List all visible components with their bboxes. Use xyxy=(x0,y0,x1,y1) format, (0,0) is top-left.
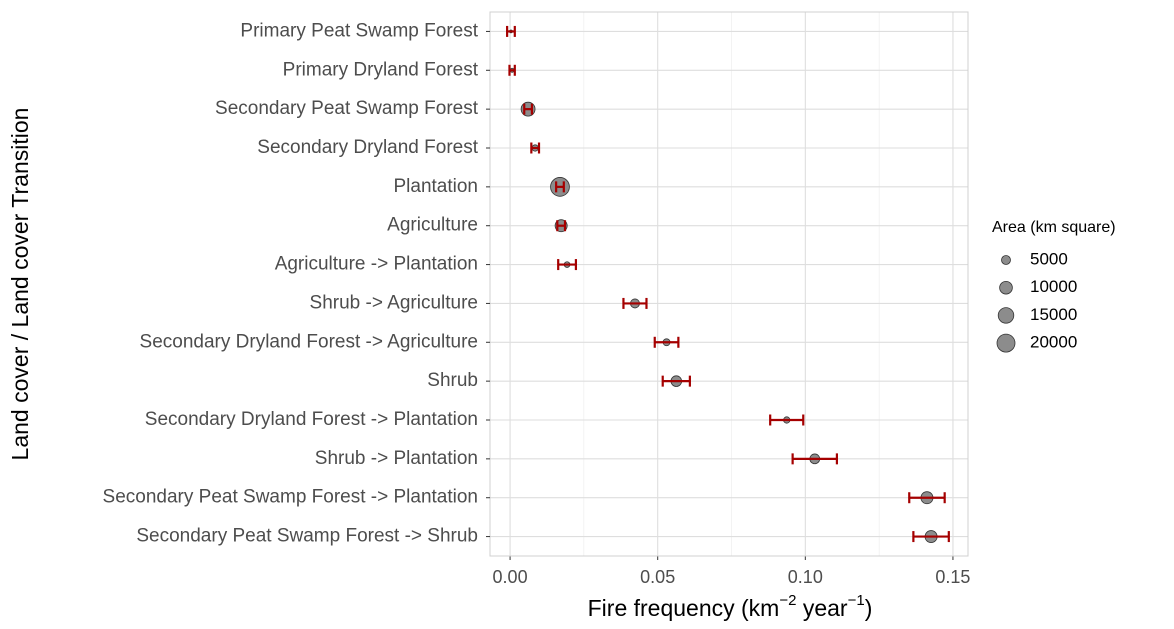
x-axis-label-part: Fire frequency (km xyxy=(588,595,780,621)
y-tick-label: Plantation xyxy=(393,176,478,197)
error-bar xyxy=(622,297,648,309)
y-tick-label: Shrub -> Plantation xyxy=(315,448,478,469)
error-bar xyxy=(530,142,541,154)
error-bar xyxy=(557,259,578,271)
legend-point xyxy=(996,333,1016,353)
y-tick-label: Secondary Peat Swamp Forest -> Shrub xyxy=(136,526,478,547)
x-tick-label: 0.00 xyxy=(493,567,528,587)
y-tick-label: Agriculture xyxy=(387,215,478,236)
legend-label: 15000 xyxy=(1030,305,1077,324)
legend-label: 10000 xyxy=(1030,277,1077,296)
error-bar xyxy=(523,103,534,115)
error-bar xyxy=(653,336,680,348)
error-bar xyxy=(908,492,946,504)
error-bar xyxy=(661,375,691,387)
y-tick-label: Secondary Dryland Forest -> Agriculture xyxy=(140,331,478,352)
y-tick-label: Secondary Dryland Forest -> Plantation xyxy=(145,409,478,430)
y-tick-label: Shrub xyxy=(427,370,478,391)
y-tick-label: Primary Peat Swamp Forest xyxy=(240,20,478,41)
error-bar xyxy=(912,531,950,543)
y-tick-label: Secondary Dryland Forest xyxy=(257,137,478,158)
x-axis-label-part: year xyxy=(796,595,847,621)
x-tick-label: 0.15 xyxy=(935,567,970,587)
y-tick-label: Secondary Peat Swamp Forest -> Plantatio… xyxy=(103,487,478,508)
plot-border xyxy=(489,11,969,557)
legend-label: 5000 xyxy=(1030,249,1068,268)
legend-point xyxy=(1001,255,1011,265)
plot-background xyxy=(490,12,968,556)
y-tick-label: Shrub -> Agriculture xyxy=(310,292,478,313)
y-tick-label: Secondary Peat Swamp Forest xyxy=(215,98,479,119)
x-axis-label: Fire frequency (km−2 year−1) xyxy=(588,592,873,621)
error-bar xyxy=(556,220,567,232)
error-bar xyxy=(555,181,565,193)
legend-point xyxy=(997,307,1015,324)
legend-label: 20000 xyxy=(1030,333,1077,352)
error-bar xyxy=(508,64,516,76)
x-axis-label-superscript: −1 xyxy=(848,592,865,609)
y-tick-label: Primary Dryland Forest xyxy=(283,59,479,80)
legend-point xyxy=(999,280,1013,295)
error-bar xyxy=(791,453,839,465)
error-bar xyxy=(506,25,516,37)
y-tick-label: Agriculture -> Plantation xyxy=(275,254,478,275)
y-axis-label: Land cover / Land cover Transition xyxy=(7,108,33,461)
error-bar xyxy=(769,414,805,426)
x-tick-label: 0.10 xyxy=(788,567,823,587)
x-axis-label-part: ) xyxy=(865,595,873,621)
x-tick-label: 0.05 xyxy=(640,567,675,587)
x-axis-label-superscript: −2 xyxy=(779,592,796,609)
legend-title: Area (km square) xyxy=(992,219,1116,236)
